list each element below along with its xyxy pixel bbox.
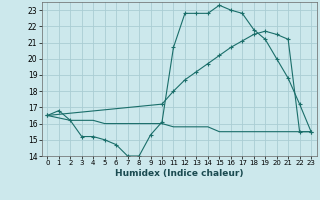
X-axis label: Humidex (Indice chaleur): Humidex (Indice chaleur) (115, 169, 244, 178)
